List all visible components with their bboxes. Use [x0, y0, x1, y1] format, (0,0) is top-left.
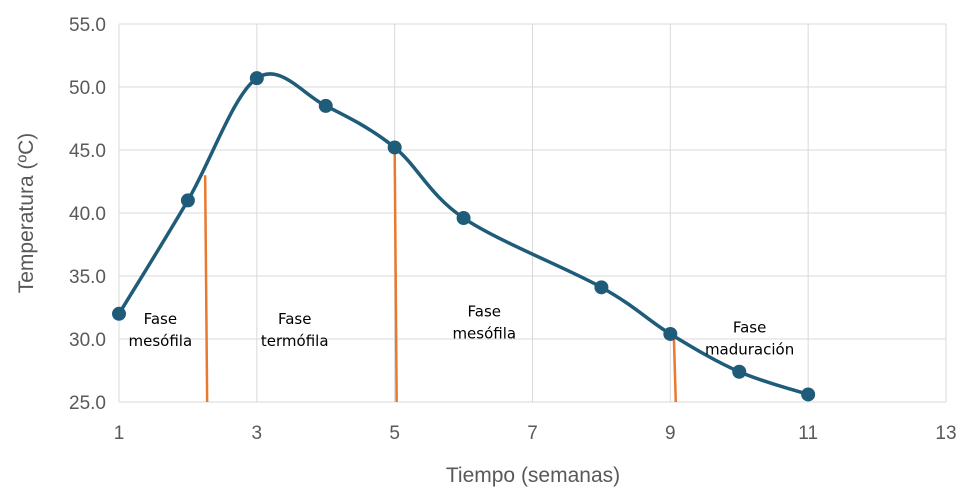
phase-label: Fase mesófila: [452, 302, 516, 342]
ticks: 25.030.035.040.045.050.055.01 3 5 7 9 11 13: [69, 15, 957, 444]
phase-label-line: mesófila: [129, 332, 193, 350]
series-line: [117, 72, 809, 397]
x-tick-label: 7: [527, 423, 538, 444]
phase-label-line: Fase: [144, 310, 178, 328]
y-tick-label: 40.0: [69, 204, 106, 225]
phase-boundary-line: [203, 175, 209, 403]
phase-lines: [203, 147, 678, 403]
x-tick-label: 11: [798, 423, 818, 444]
data-point: [801, 387, 816, 402]
x-axis-title: Tiempo (semanas): [446, 464, 620, 487]
data-point: [456, 211, 471, 226]
data-point: [387, 140, 402, 155]
data-point: [249, 71, 264, 86]
x-tick-label: 9: [665, 423, 676, 444]
phase-label: Fase termófila: [261, 310, 329, 350]
y-tick-label: 35.0: [69, 267, 106, 288]
phase-label-line: termófila: [261, 332, 329, 350]
phase-boundary-line: [393, 147, 398, 403]
series: [112, 71, 816, 402]
x-tick-label: 3: [252, 423, 263, 444]
x-tick-label: 5: [389, 423, 400, 444]
x-tick-label: 13: [935, 423, 956, 444]
phase-boundary-line: [672, 333, 678, 403]
phase-label-line: mesófila: [452, 324, 516, 342]
y-tick-label: 55.0: [69, 15, 106, 36]
phase-label-line: maduración: [705, 341, 794, 359]
y-tick-label: 45.0: [69, 141, 106, 162]
phase-label-line: Fase: [278, 310, 312, 328]
data-point: [663, 326, 678, 341]
y-tick-label: 30.0: [69, 330, 106, 351]
x-tick-label: 1: [114, 423, 125, 444]
data-point: [180, 193, 195, 208]
data-point: [594, 280, 609, 295]
y-tick-label: 25.0: [69, 393, 106, 414]
data-point: [732, 364, 747, 379]
y-tick-label: 50.0: [69, 78, 106, 99]
data-point: [318, 98, 333, 113]
phase-label: Fase mesófila: [129, 310, 193, 350]
phase-label-line: Fase: [733, 319, 767, 337]
grid: [118, 23, 947, 403]
phase-label: Fase maduración: [705, 319, 794, 359]
phase-label-line: Fase: [468, 302, 502, 320]
data-point: [112, 306, 126, 321]
y-axis-title: Temperatura (ºC): [15, 133, 38, 294]
